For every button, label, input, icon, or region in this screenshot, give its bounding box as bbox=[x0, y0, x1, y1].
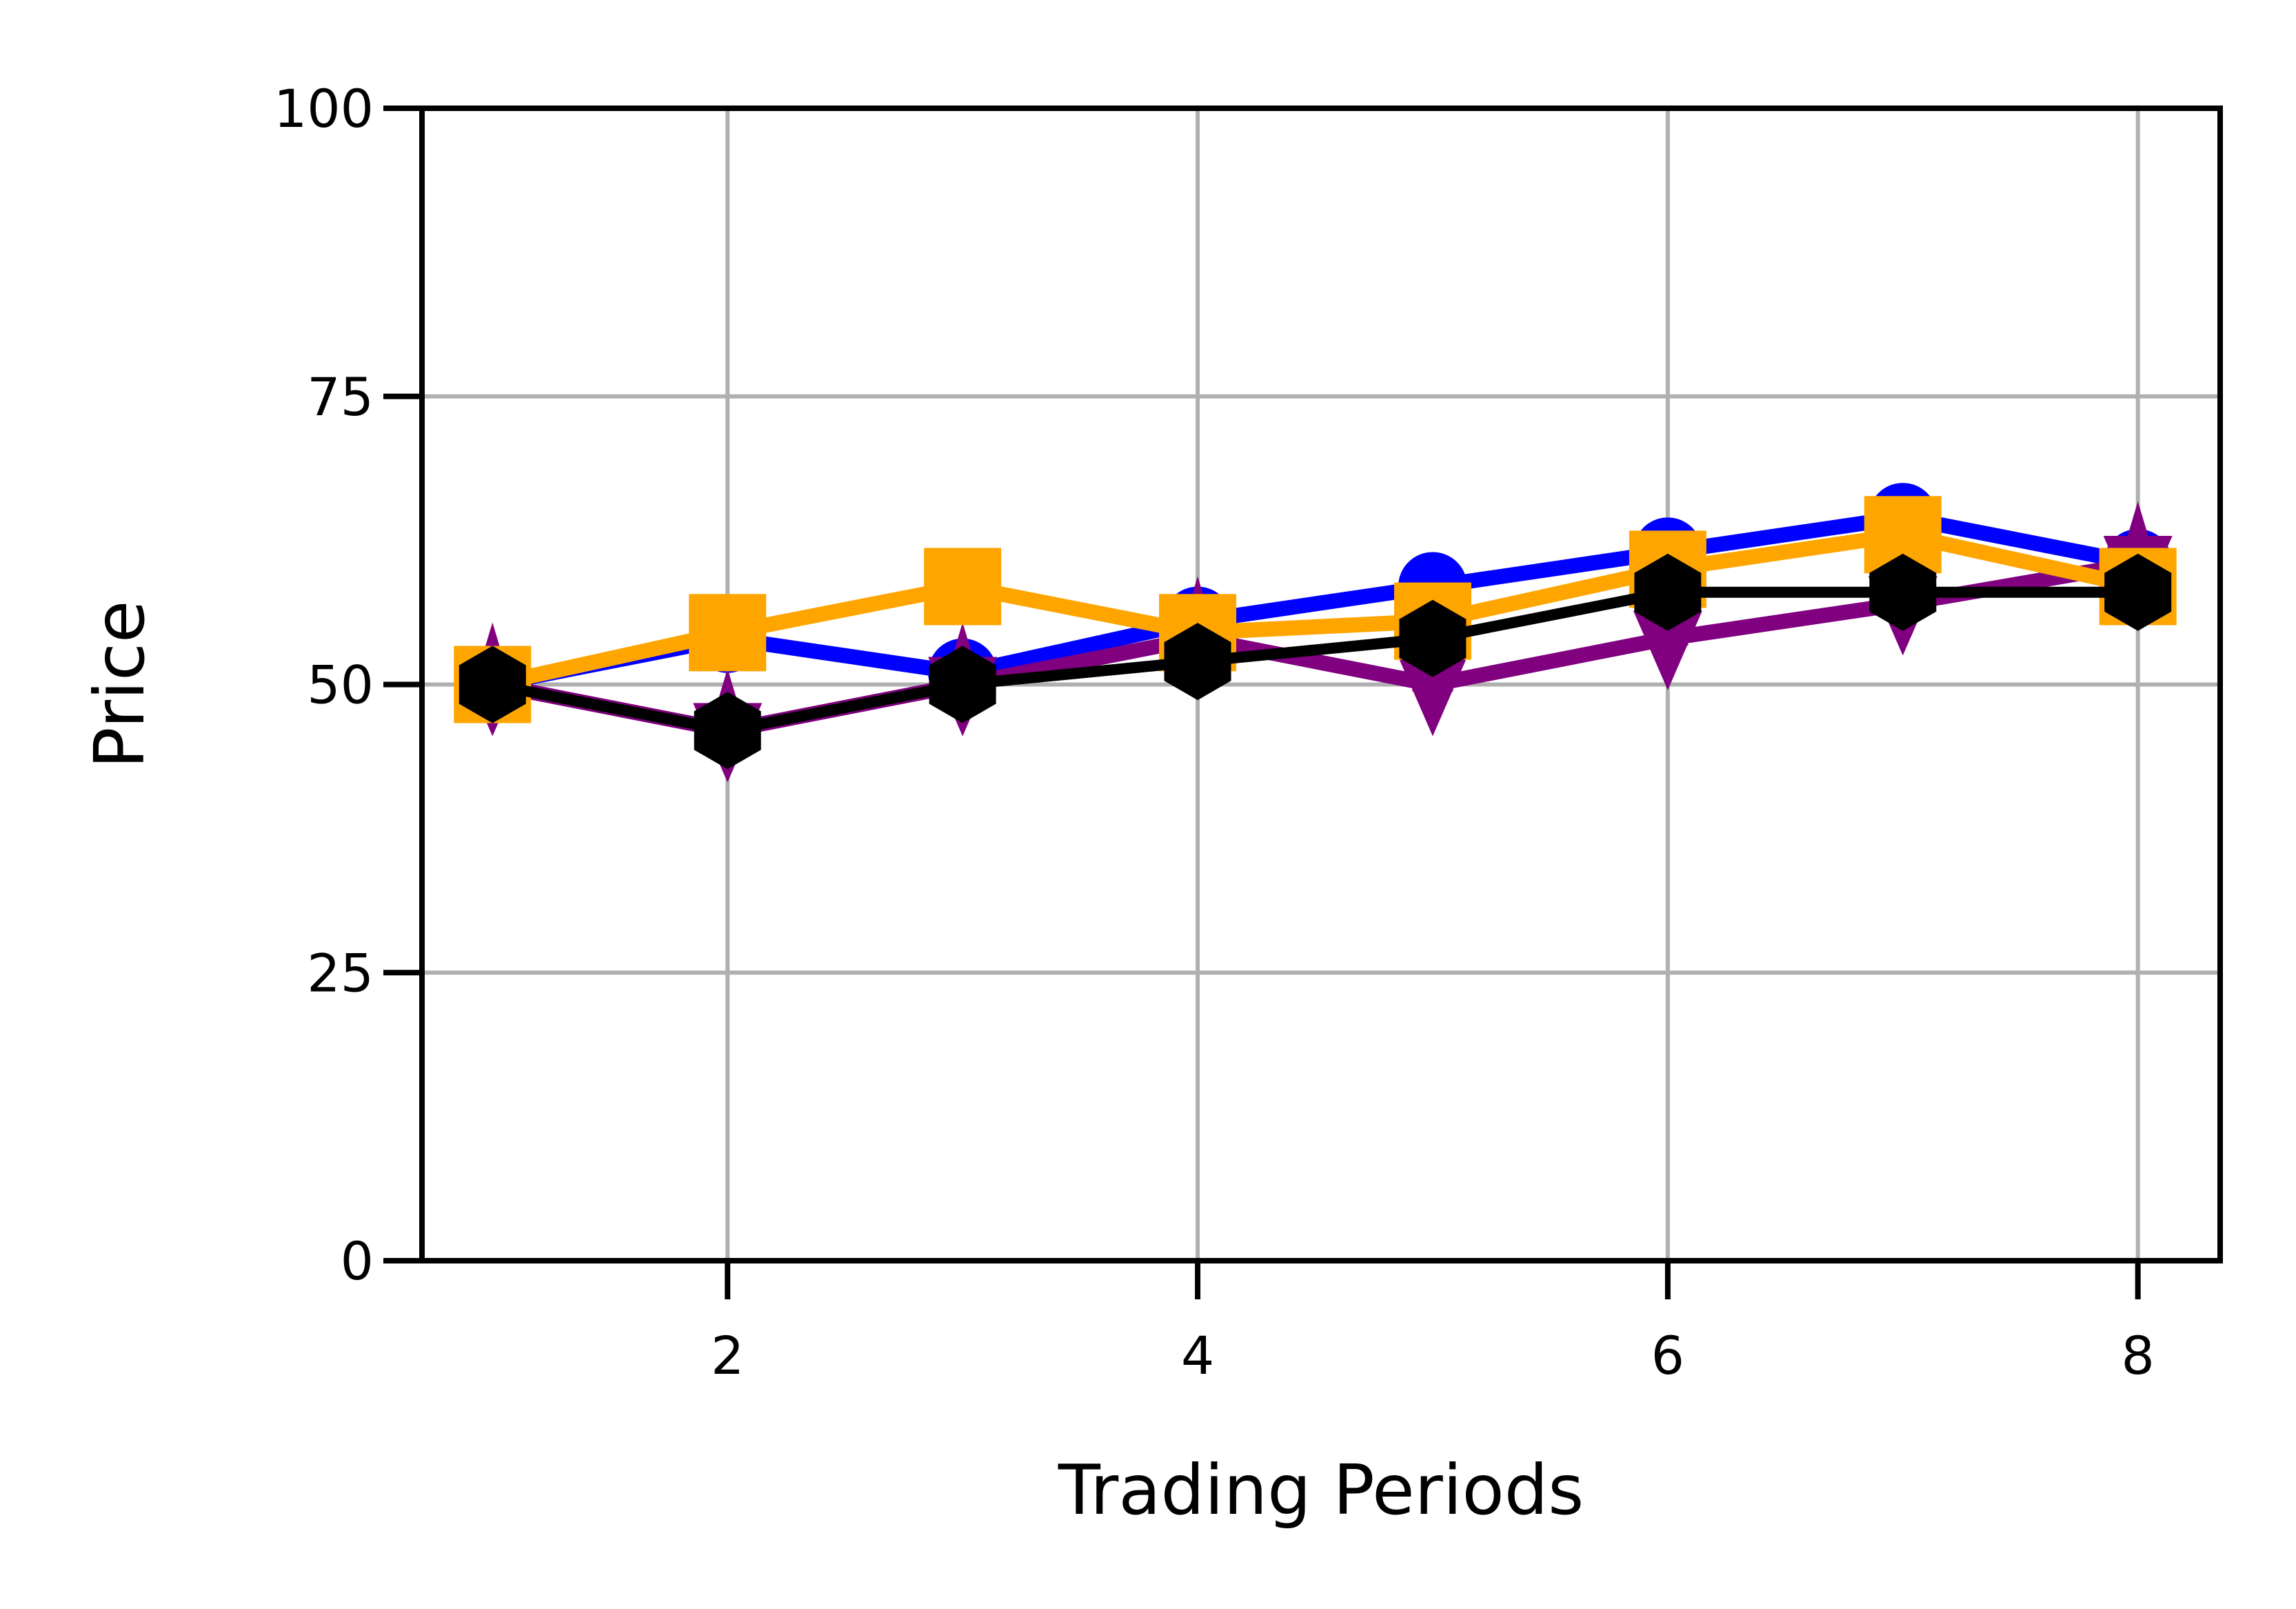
hexagon-marker bbox=[1399, 599, 1467, 677]
hexagon-marker bbox=[2104, 553, 2172, 631]
y-axis-label: Price bbox=[79, 601, 160, 769]
y-tick-label: 50 bbox=[307, 654, 374, 716]
hexagon-marker bbox=[1634, 553, 1702, 631]
y-tick-label: 75 bbox=[307, 366, 374, 428]
x-tick-label: 6 bbox=[1651, 1325, 1684, 1386]
hexagon-marker bbox=[459, 646, 526, 723]
x-tick-label: 4 bbox=[1181, 1325, 1214, 1386]
series-3 bbox=[459, 553, 2172, 770]
series-line bbox=[490, 527, 2140, 692]
x-tick-label: 2 bbox=[711, 1325, 744, 1386]
triangle-down-marker bbox=[1398, 657, 1467, 737]
y-tick-label: 0 bbox=[341, 1230, 374, 1292]
axis-ticks: 2 4 6 8 0 25 50 75 100 bbox=[274, 78, 2155, 1386]
square-marker bbox=[924, 548, 1002, 626]
y-tick-label: 25 bbox=[307, 942, 374, 1003]
grid-lines bbox=[422, 106, 2220, 1263]
hexagon-marker bbox=[694, 692, 761, 770]
square-marker bbox=[689, 594, 767, 672]
y-tick-label: 100 bbox=[274, 78, 374, 139]
hexagon-marker bbox=[1164, 623, 1231, 701]
x-axis-label: Trading Periods bbox=[1058, 1450, 1584, 1530]
series-line bbox=[491, 586, 2138, 737]
series-layer bbox=[454, 483, 2177, 783]
triangle-down-marker bbox=[1633, 610, 1702, 690]
x-tick-label: 8 bbox=[2122, 1325, 2155, 1386]
hexagon-marker bbox=[929, 646, 996, 723]
hexagon-marker bbox=[1869, 553, 1937, 631]
series-line bbox=[491, 510, 2139, 692]
